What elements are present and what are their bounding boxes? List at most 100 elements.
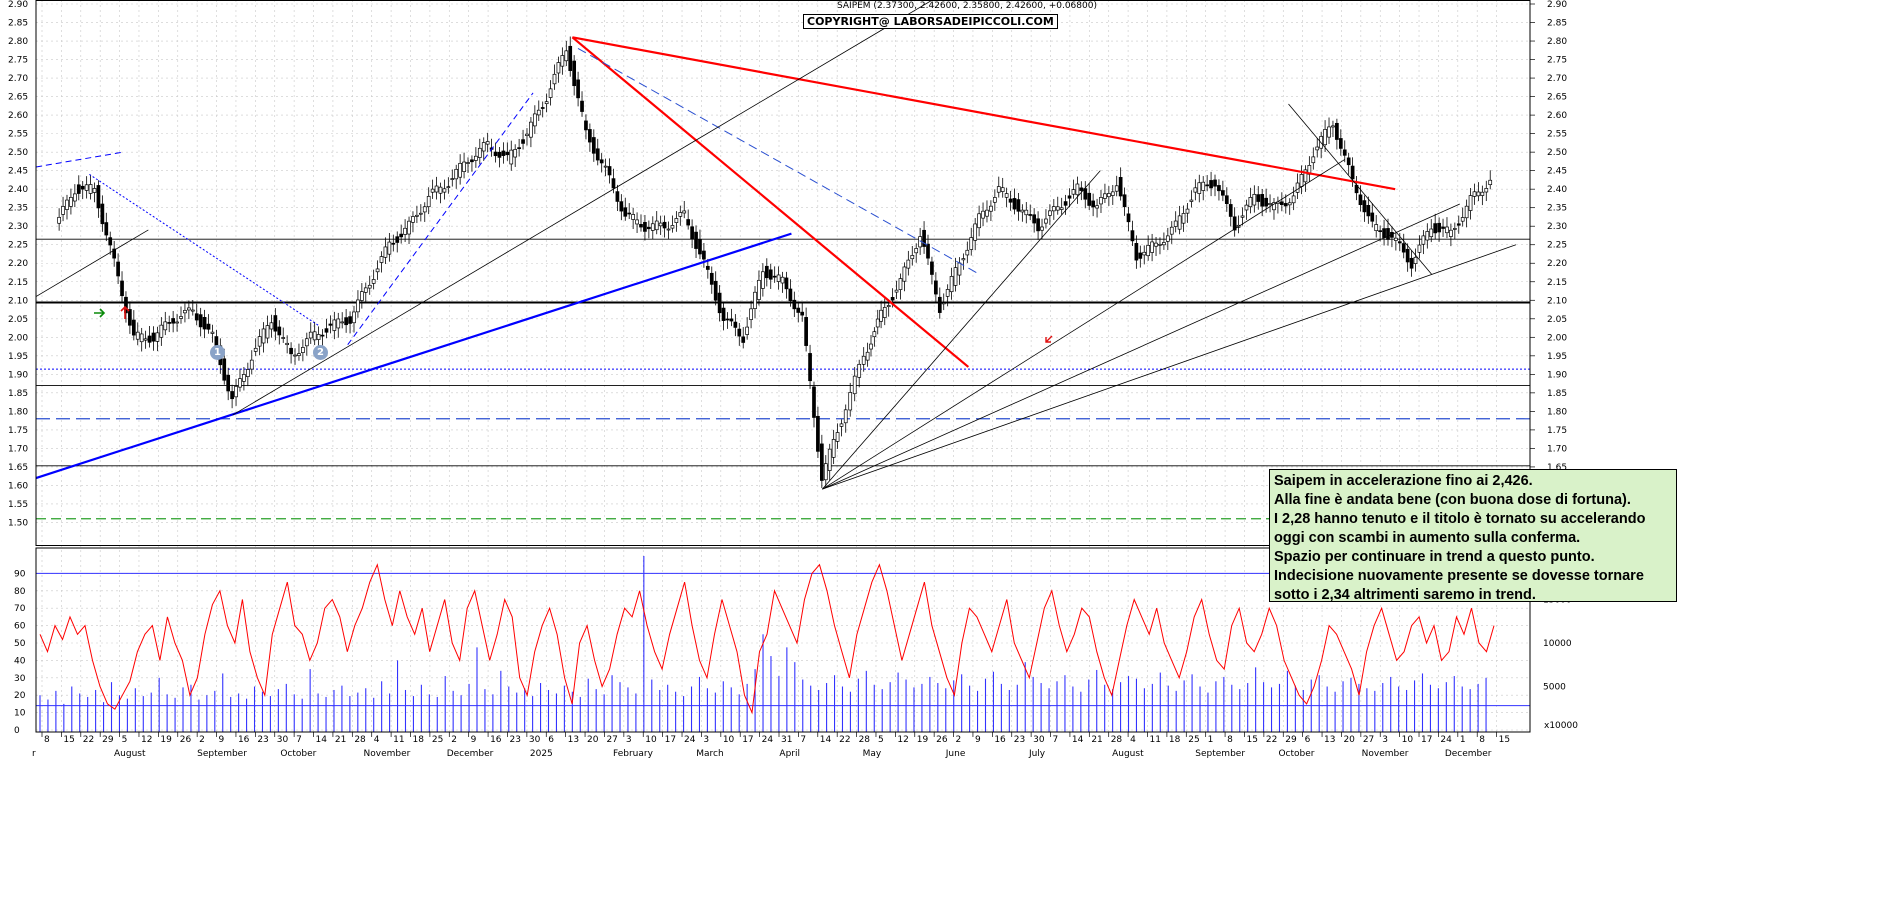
candle-body xyxy=(88,184,93,194)
candle-body xyxy=(1091,200,1095,208)
y-tick-label-left: 1.80 xyxy=(8,407,28,417)
candle-body xyxy=(869,343,873,350)
dashed-channel xyxy=(347,92,534,346)
y-tick-label-right: 2.60 xyxy=(1547,111,1567,121)
candle-body xyxy=(1224,195,1229,205)
candle-body xyxy=(831,439,836,458)
candle-body xyxy=(257,336,262,347)
candle-body xyxy=(894,289,899,293)
candle-body xyxy=(131,319,136,336)
candle-body xyxy=(304,338,309,347)
candle-body xyxy=(1154,242,1158,247)
candle-body xyxy=(1264,197,1268,207)
candle-body xyxy=(80,185,85,190)
trend-line xyxy=(35,232,792,480)
candle-body xyxy=(985,209,989,217)
candle-body xyxy=(737,328,742,337)
x-tick-label: 8 xyxy=(1479,735,1485,745)
candle-body xyxy=(792,299,797,310)
x-month-label: June xyxy=(945,749,966,759)
candle-body xyxy=(1103,193,1107,199)
candle-body xyxy=(234,386,238,398)
candle-body xyxy=(324,328,329,333)
y-tick-label-left: 2.75 xyxy=(8,56,28,66)
candle-body xyxy=(650,223,655,231)
candle-body xyxy=(1107,193,1111,198)
candle-body xyxy=(1248,197,1253,208)
candle-body xyxy=(529,121,533,138)
candle-body xyxy=(879,309,883,322)
candle-body xyxy=(1460,217,1465,222)
candle-body xyxy=(474,155,478,161)
candle-body xyxy=(1020,209,1025,213)
candle-body xyxy=(686,219,691,226)
candle-body xyxy=(375,268,380,273)
x-tick-label: 20 xyxy=(587,735,599,745)
candle-body xyxy=(92,188,97,193)
y-tick-label-right: 2.75 xyxy=(1547,56,1567,66)
candle-body xyxy=(481,142,486,152)
candle-body xyxy=(360,291,364,301)
candle-body xyxy=(1279,201,1284,205)
x-tick-label: 28 xyxy=(859,735,871,745)
fan-line xyxy=(822,244,1517,490)
y-tick-label-left: 1.50 xyxy=(8,518,28,528)
x-tick-label: 30 xyxy=(277,735,289,745)
candle-body xyxy=(245,369,250,377)
candle-body xyxy=(564,50,569,62)
dashed-channel xyxy=(35,151,124,168)
candle-body xyxy=(249,359,254,370)
y-tick-label-left: 1.70 xyxy=(8,444,28,454)
candle-body xyxy=(407,220,411,235)
candle-body xyxy=(194,313,199,321)
candle-body xyxy=(434,185,439,193)
candle-body xyxy=(470,159,474,163)
trend-line xyxy=(572,36,1396,191)
price-candles xyxy=(57,36,1493,489)
candle-body xyxy=(1268,203,1272,205)
candle-body xyxy=(757,279,761,300)
candle-body xyxy=(383,246,388,258)
candle-body xyxy=(65,199,69,210)
candle-body xyxy=(764,265,769,279)
candle-body xyxy=(1004,193,1009,198)
candle-body xyxy=(289,347,293,355)
candle-body xyxy=(454,168,459,180)
candle-body xyxy=(1181,213,1186,224)
y-tick-label-right: 2.15 xyxy=(1547,278,1567,288)
candle-body xyxy=(328,323,333,326)
candle-body xyxy=(438,186,443,194)
candle-body xyxy=(1370,212,1375,222)
candle-body xyxy=(525,133,529,137)
y-tick-label-right: 1.90 xyxy=(1547,370,1567,380)
candle-body xyxy=(308,331,313,339)
candle-body xyxy=(285,342,290,346)
osc-tick-label: 90 xyxy=(14,569,26,579)
y-tick-label-right: 2.45 xyxy=(1547,167,1567,177)
volume-bars xyxy=(39,556,1487,732)
candle-body xyxy=(540,107,545,109)
candle-body xyxy=(1331,125,1335,128)
x-tick-label: 2 xyxy=(199,735,205,745)
candle-body xyxy=(843,409,848,424)
x-tick-label: 28 xyxy=(1111,735,1123,745)
y-tick-label-right: 2.50 xyxy=(1547,148,1567,158)
signal-arrows xyxy=(94,305,1053,343)
candle-body xyxy=(293,354,297,357)
arrow-red-icon xyxy=(1045,335,1053,343)
candle-body xyxy=(1114,185,1119,192)
x-tick-label: 5 xyxy=(122,735,128,745)
candle-body xyxy=(446,186,451,189)
candle-body xyxy=(269,322,274,330)
candle-body xyxy=(399,233,404,238)
x-tick-label: 11 xyxy=(393,735,404,745)
candle-body xyxy=(387,241,392,255)
y-tick-label-right: 2.30 xyxy=(1547,222,1567,232)
candle-body xyxy=(949,276,954,293)
candle-body xyxy=(930,261,934,275)
annotation-line: I 2,28 hanno tenuto e il titolo è tornat… xyxy=(1274,511,1646,527)
candle-body xyxy=(1059,207,1064,210)
x-tick-label: 29 xyxy=(1285,735,1297,745)
candle-body xyxy=(379,256,384,263)
candle-body xyxy=(1217,185,1221,192)
